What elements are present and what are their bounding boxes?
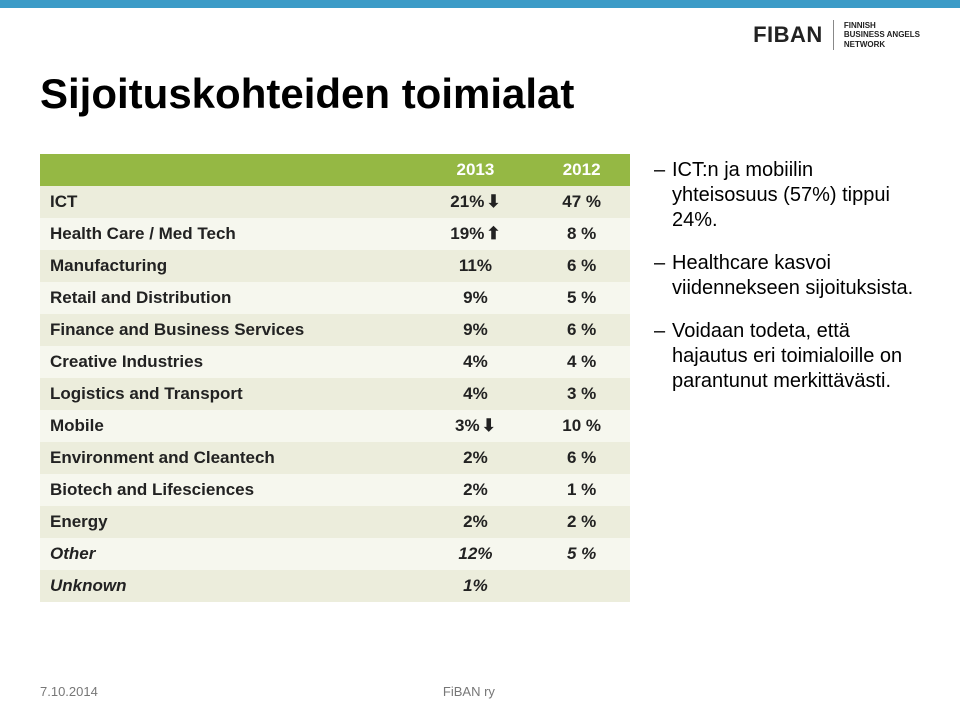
arrow-up-icon: ⬆ <box>486 224 500 244</box>
row-2013: 2% <box>418 442 534 474</box>
table-row: Energy2%2 % <box>40 506 630 538</box>
row-2013: 21% ⬇ <box>418 186 534 218</box>
row-2013: 9% <box>418 282 534 314</box>
row-2012: 2 % <box>533 506 630 538</box>
row-label: Energy <box>40 506 418 538</box>
table-row: Other12%5 % <box>40 538 630 570</box>
row-label: Other <box>40 538 418 570</box>
logo-block: FIBAN FINNISH BUSINESS ANGELS NETWORK <box>753 20 920 50</box>
row-2013: 4% <box>418 346 534 378</box>
col-2012: 2012 <box>533 154 630 186</box>
row-2012: 10 % <box>533 410 630 442</box>
footer-org: FiBAN ry <box>18 684 920 699</box>
table-row: Logistics and Transport4%3 % <box>40 378 630 410</box>
row-label: Creative Industries <box>40 346 418 378</box>
row-label: Unknown <box>40 570 418 602</box>
row-2012: 6 % <box>533 250 630 282</box>
bullet-dash-icon: – <box>654 319 672 394</box>
row-2012: 1 % <box>533 474 630 506</box>
table-row: Manufacturing11%6 % <box>40 250 630 282</box>
table-row: Environment and Cleantech2%6 % <box>40 442 630 474</box>
col-blank <box>40 154 418 186</box>
note-item: –ICT:n ja mobiilin yhteisosuus (57%) tip… <box>654 158 920 233</box>
row-2012: 8 % <box>533 218 630 250</box>
slide: FIBAN FINNISH BUSINESS ANGELS NETWORK Si… <box>0 0 960 717</box>
row-label: Finance and Business Services <box>40 314 418 346</box>
row-2012 <box>533 570 630 602</box>
row-2012: 6 % <box>533 314 630 346</box>
logo-sub-line2: BUSINESS ANGELS <box>844 30 920 39</box>
arrow-down-icon: ⬇ <box>486 192 500 212</box>
table-row: Creative Industries4%4 % <box>40 346 630 378</box>
row-2012: 6 % <box>533 442 630 474</box>
table-row: Health Care / Med Tech19% ⬆8 % <box>40 218 630 250</box>
logo-sub-line1: FINNISH <box>844 21 876 30</box>
note-text: Voidaan todeta, että hajautus eri toimia… <box>672 319 920 394</box>
row-label: Environment and Cleantech <box>40 442 418 474</box>
row-2013: 12% <box>418 538 534 570</box>
table-row: Finance and Business Services9%6 % <box>40 314 630 346</box>
content-row: 2013 2012 ICT21% ⬇47 %Health Care / Med … <box>40 154 920 602</box>
row-label: Retail and Distribution <box>40 282 418 314</box>
row-2013: 19% ⬆ <box>418 218 534 250</box>
bullet-dash-icon: – <box>654 251 672 301</box>
table-row: Unknown1% <box>40 570 630 602</box>
row-2013: 11% <box>418 250 534 282</box>
row-2012: 4 % <box>533 346 630 378</box>
row-label: Biotech and Lifesciences <box>40 474 418 506</box>
logo-subtitle: FINNISH BUSINESS ANGELS NETWORK <box>844 21 920 50</box>
note-item: –Voidaan todeta, että hajautus eri toimi… <box>654 319 920 394</box>
row-2012: 5 % <box>533 282 630 314</box>
row-2013: 2% <box>418 474 534 506</box>
row-2013: 2% <box>418 506 534 538</box>
table-row: Mobile3% ⬇10 % <box>40 410 630 442</box>
page-title: Sijoituskohteiden toimialat <box>40 70 920 118</box>
row-label: Manufacturing <box>40 250 418 282</box>
top-stripe <box>0 0 960 8</box>
bullet-notes: –ICT:n ja mobiilin yhteisosuus (57%) tip… <box>654 154 920 602</box>
row-2013: 1% <box>418 570 534 602</box>
table-row: Retail and Distribution9%5 % <box>40 282 630 314</box>
industries-table-wrap: 2013 2012 ICT21% ⬇47 %Health Care / Med … <box>40 154 630 602</box>
note-item: –Healthcare kasvoi viidennekseen sijoitu… <box>654 251 920 301</box>
row-2012: 3 % <box>533 378 630 410</box>
arrow-down-icon: ⬇ <box>482 416 496 436</box>
logo-sub-line3: NETWORK <box>844 40 885 49</box>
row-2012: 5 % <box>533 538 630 570</box>
col-2013: 2013 <box>418 154 534 186</box>
logo-divider <box>833 20 834 50</box>
table-body: ICT21% ⬇47 %Health Care / Med Tech19% ⬆8… <box>40 186 630 602</box>
row-label: Mobile <box>40 410 418 442</box>
industries-table: 2013 2012 ICT21% ⬇47 %Health Care / Med … <box>40 154 630 602</box>
row-label: Logistics and Transport <box>40 378 418 410</box>
bullet-dash-icon: – <box>654 158 672 233</box>
row-2013: 4% <box>418 378 534 410</box>
footer: 7.10.2014 FiBAN ry <box>0 684 960 699</box>
row-label: ICT <box>40 186 418 218</box>
note-text: ICT:n ja mobiilin yhteisosuus (57%) tipp… <box>672 158 920 233</box>
note-text: Healthcare kasvoi viidennekseen sijoituk… <box>672 251 920 301</box>
row-2013: 3% ⬇ <box>418 410 534 442</box>
logo-text: FIBAN <box>753 22 823 48</box>
row-2012: 47 % <box>533 186 630 218</box>
row-2013: 9% <box>418 314 534 346</box>
row-label: Health Care / Med Tech <box>40 218 418 250</box>
table-row: Biotech and Lifesciences2%1 % <box>40 474 630 506</box>
table-header-row: 2013 2012 <box>40 154 630 186</box>
table-row: ICT21% ⬇47 % <box>40 186 630 218</box>
